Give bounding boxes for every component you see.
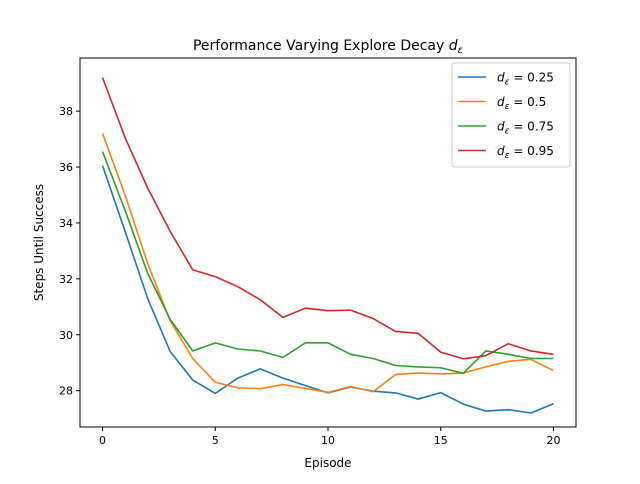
series-line-2 xyxy=(101,133,554,394)
y-tick-label: 32 xyxy=(59,273,73,286)
series-line-4 xyxy=(101,77,554,360)
series-lines xyxy=(101,77,554,414)
legend-items: dε = 0.25 dε = 0.5 dε = 0.75 dε = 0.95 xyxy=(458,71,554,161)
y-axis-label: Steps Until Success xyxy=(32,184,46,301)
x-tick-label: 20 xyxy=(546,434,560,447)
legend-label: dε = 0.5 xyxy=(497,95,546,112)
plot-area xyxy=(79,57,577,428)
y-tick-label: 34 xyxy=(59,217,73,230)
x-tick-label: 15 xyxy=(434,434,448,447)
y-tick-label: 28 xyxy=(59,385,73,398)
x-axis-ticks: 0 5 10 15 20 xyxy=(99,427,560,447)
y-tick-label: 30 xyxy=(59,329,73,342)
legend-label: dε = 0.95 xyxy=(497,144,554,161)
legend-label: dε = 0.75 xyxy=(497,120,554,137)
series-line-3 xyxy=(101,151,554,375)
x-axis-label: Episode xyxy=(304,456,351,470)
y-axis-ticks: 28 30 32 34 36 38 xyxy=(59,105,80,398)
legend: dε = 0.25 dε = 0.5 dε = 0.75 dε = 0.95 xyxy=(451,62,571,168)
chart-title: Performance Varying Explore Decay dε xyxy=(193,38,464,56)
y-tick-label: 38 xyxy=(59,105,73,118)
y-tick-label: 36 xyxy=(59,161,73,174)
legend-label: dε = 0.25 xyxy=(497,71,554,88)
legend-box xyxy=(451,62,571,168)
x-tick-label: 5 xyxy=(212,434,219,447)
x-tick-label: 10 xyxy=(321,434,335,447)
x-tick-label: 0 xyxy=(99,434,106,447)
